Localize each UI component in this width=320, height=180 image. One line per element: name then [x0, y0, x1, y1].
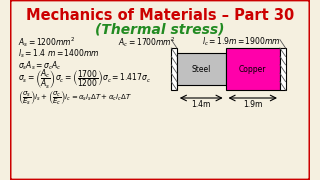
- Text: $l_s = 1.4\ m = 1400mm$: $l_s = 1.4\ m = 1400mm$: [18, 48, 99, 60]
- Text: $l_c = 1.9m = 1900mm$: $l_c = 1.9m = 1900mm$: [202, 36, 281, 48]
- FancyBboxPatch shape: [10, 0, 310, 180]
- Text: $A_c = 1700mm^2$: $A_c = 1700mm^2$: [118, 35, 176, 49]
- Text: $A_s = 1200mm^2$: $A_s = 1200mm^2$: [18, 35, 75, 49]
- Bar: [226, 48, 280, 90]
- Text: 1.9m: 1.9m: [243, 100, 262, 109]
- Text: Copper: Copper: [239, 64, 267, 73]
- Text: 1.4m: 1.4m: [192, 100, 211, 109]
- Text: Mechanics of Materials – Part 30: Mechanics of Materials – Part 30: [26, 8, 294, 22]
- Bar: [177, 53, 226, 85]
- Text: Steel: Steel: [192, 64, 211, 73]
- Text: $\sigma_s = \left(\dfrac{A_c}{A_s}\right)\sigma_c = \left(\dfrac{1700}{1200}\rig: $\sigma_s = \left(\dfrac{A_c}{A_s}\right…: [18, 67, 151, 91]
- Bar: [171, 48, 177, 90]
- Text: $\sigma_s A_s = \sigma_c A_c$: $\sigma_s A_s = \sigma_c A_c$: [18, 60, 61, 72]
- Bar: [280, 48, 285, 90]
- Text: $\left(\dfrac{\sigma_s}{E_s}\right)l_s + \left(\dfrac{\sigma_c}{E_c}\right)l_c =: $\left(\dfrac{\sigma_s}{E_s}\right)l_s +…: [18, 89, 132, 107]
- Text: (Thermal stress): (Thermal stress): [95, 22, 225, 36]
